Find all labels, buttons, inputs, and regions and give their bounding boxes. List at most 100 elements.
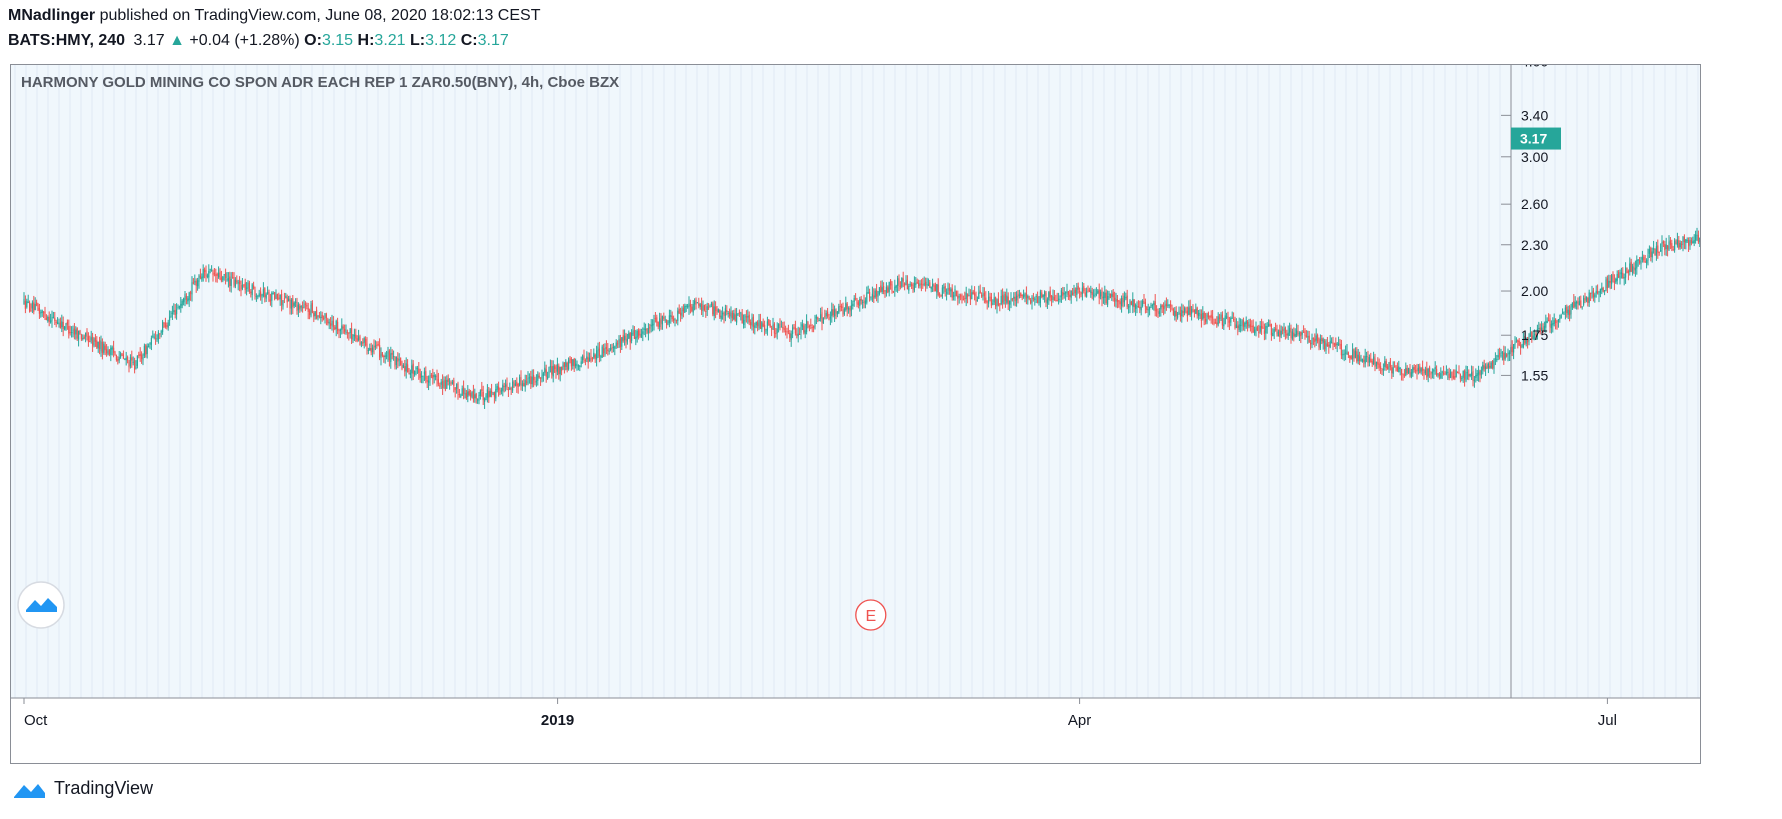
candle-body <box>782 326 784 329</box>
candle-body <box>1237 325 1239 328</box>
candle-body <box>888 282 890 292</box>
candle-body <box>953 295 955 297</box>
replay-shade <box>11 65 1700 698</box>
candle-body <box>1203 312 1205 319</box>
author-name[interactable]: MNadlinger <box>8 7 96 24</box>
candle-body <box>570 359 572 367</box>
candle-body <box>534 380 536 383</box>
candle-body <box>1165 303 1167 307</box>
candle-body <box>1668 241 1670 251</box>
candle-body <box>587 357 589 363</box>
candle-body <box>428 380 430 383</box>
candle-body <box>584 360 586 362</box>
candle-body <box>638 330 640 336</box>
candle-body <box>1587 298 1589 303</box>
candle-body <box>579 365 581 367</box>
candle-body <box>1221 314 1223 326</box>
candle-body <box>458 394 460 396</box>
candle-body <box>1091 292 1093 295</box>
candle-body <box>528 377 530 379</box>
price-chart[interactable]: 0(3.99)0.236(3.53)0.382(3.25)0.5(3.02)0.… <box>11 65 1700 763</box>
candle-body <box>1472 371 1474 381</box>
candle-body <box>881 287 883 292</box>
candle-body <box>79 330 81 334</box>
candle-body <box>1529 332 1531 337</box>
candle-body <box>120 353 122 358</box>
candle-body <box>359 336 361 346</box>
candle-body <box>635 336 637 340</box>
candle-body <box>547 376 549 379</box>
candle-body <box>549 366 551 368</box>
candle-body <box>1318 341 1320 348</box>
candle-body <box>1347 352 1349 356</box>
candle-body <box>757 322 759 327</box>
candle-body <box>83 336 85 339</box>
candle-body <box>660 320 662 324</box>
candle-body <box>303 305 305 309</box>
candle-body <box>1616 274 1618 281</box>
candle-body <box>229 276 231 286</box>
candle-body <box>933 285 935 287</box>
candle-body <box>128 361 130 368</box>
candle-body <box>506 383 508 388</box>
candle-body <box>78 330 80 340</box>
candle-body <box>870 297 872 299</box>
candle-body <box>335 320 337 329</box>
candle-body <box>1084 292 1086 296</box>
candle-body <box>985 297 987 303</box>
candle-body <box>76 328 78 339</box>
candle-body <box>737 313 739 315</box>
candle-body <box>967 294 969 297</box>
candle-body <box>264 288 266 298</box>
candle-body <box>955 290 957 297</box>
candle-body <box>366 343 368 350</box>
candle-body <box>1647 254 1649 261</box>
candle-body <box>873 295 875 299</box>
candle-body <box>454 387 456 391</box>
candle-body <box>1660 249 1662 252</box>
candle-body <box>643 328 645 330</box>
candle-body <box>1042 294 1044 297</box>
publish-info: MNadlinger published on TradingView.com,… <box>8 7 540 25</box>
candle-body <box>48 316 50 322</box>
candle-body <box>1571 302 1573 308</box>
candle-body <box>862 301 864 303</box>
candle-body <box>932 283 934 287</box>
candle-body <box>765 330 767 332</box>
candle-body <box>27 301 29 303</box>
candle-body <box>1364 355 1366 364</box>
candle-body <box>239 280 241 285</box>
candle-body <box>1633 267 1635 270</box>
candle-body <box>1543 326 1545 332</box>
candle-body <box>349 328 351 334</box>
candle-body <box>337 321 339 331</box>
candle-body <box>282 300 284 307</box>
candle-body <box>594 354 596 359</box>
candle-body <box>631 332 633 341</box>
chart-frame[interactable]: 0(3.99)0.236(3.53)0.382(3.25)0.5(3.02)0.… <box>10 64 1701 764</box>
candle-body <box>887 287 889 293</box>
candle-body <box>1517 339 1519 342</box>
candle-body <box>766 321 768 331</box>
candle-body <box>143 345 145 356</box>
candle-body <box>493 391 495 397</box>
candle-body <box>1170 304 1172 307</box>
candle-body <box>1465 372 1467 381</box>
candle-body <box>597 346 599 352</box>
candle-body <box>929 282 931 288</box>
candle-body <box>360 342 362 344</box>
candle-body <box>1090 290 1092 293</box>
candle-body <box>1332 342 1334 345</box>
candle-body <box>1426 368 1428 378</box>
candle-body <box>1395 365 1397 367</box>
candle-body <box>1468 373 1470 377</box>
candle-body <box>1392 367 1394 374</box>
candle-body <box>1559 318 1561 320</box>
close-label: C: <box>460 32 478 49</box>
candle-body <box>1018 294 1020 296</box>
candle-body <box>107 351 109 355</box>
candle-body <box>1192 308 1194 311</box>
candle-body <box>1555 318 1557 323</box>
candle-body <box>1189 305 1191 316</box>
candle-body <box>376 344 378 346</box>
